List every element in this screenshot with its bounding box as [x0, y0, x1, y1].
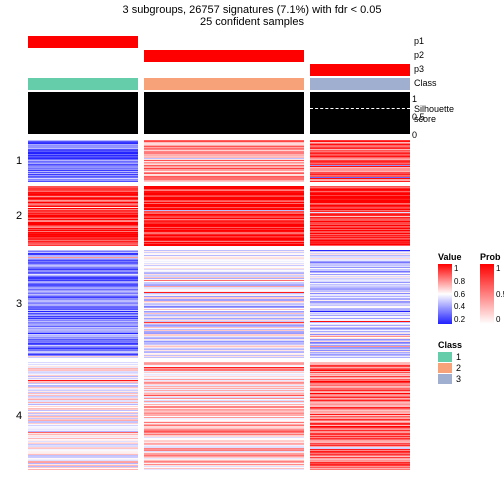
heatmap-row-group-1	[28, 140, 410, 182]
title-line-1: 3 subgroups, 26757 signatures (7.1%) wit…	[0, 4, 504, 16]
annot-label-p2: p2	[414, 50, 424, 60]
title-line-2: 25 confident samples	[0, 16, 504, 28]
heatmap-row-group-3	[28, 250, 410, 358]
annotation-area	[28, 36, 410, 136]
row-label-3: 3	[16, 298, 22, 310]
heatmap-row-group-2	[28, 186, 410, 246]
class-legend: Class 123	[438, 340, 462, 385]
heatmap-row-group-4	[28, 362, 410, 470]
prob-legend-title: Prob	[480, 252, 504, 262]
class-legend-item-2: 2	[438, 363, 462, 373]
value-colorbar	[438, 264, 452, 324]
value-legend-title: Value	[438, 252, 465, 262]
annot-label-p1: p1	[414, 36, 424, 46]
row-label-4: 4	[16, 410, 22, 422]
annot-label-class: Class	[414, 78, 437, 88]
heatmap-area	[28, 140, 410, 474]
class-legend-item-3: 3	[438, 374, 462, 384]
prob-legend: Prob10.50	[480, 252, 504, 324]
class-legend-title: Class	[438, 340, 462, 350]
row-label-1: 1	[16, 155, 22, 167]
row-label-2: 2	[16, 210, 22, 222]
prob-colorbar	[480, 264, 494, 324]
annot-label-p3: p3	[414, 64, 424, 74]
class-legend-item-1: 1	[438, 352, 462, 362]
value-legend: Value10.80.60.40.2	[438, 252, 465, 324]
